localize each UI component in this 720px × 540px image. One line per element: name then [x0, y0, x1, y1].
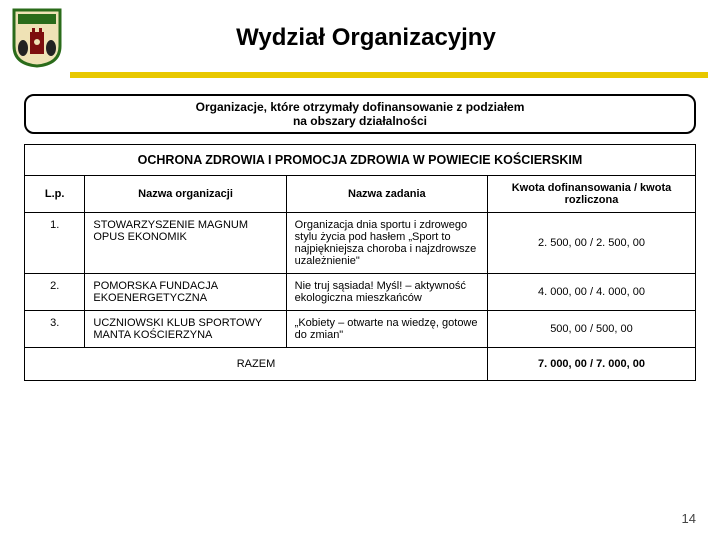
cell-task: „Kobiety – otwarte na wiedzę, gotowe do … — [286, 311, 487, 348]
cell-org: STOWARZYSZENIE MAGNUM OPUS EKONOMIK — [85, 213, 286, 274]
subtitle-box: Organizacje, które otrzymały dofinansowa… — [24, 94, 696, 134]
cell-amount: 4. 000, 00 / 4. 000, 00 — [487, 274, 695, 311]
table-total-row: RAZEM 7. 000, 00 / 7. 000, 00 — [25, 348, 696, 381]
subtitle-line2: na obszary działalności — [34, 114, 686, 128]
col-header-amount: Kwota dofinansowania / kwota rozliczona — [487, 176, 695, 213]
col-header-org: Nazwa organizacji — [85, 176, 286, 213]
total-label: RAZEM — [25, 348, 488, 381]
divider-bar — [70, 72, 708, 78]
cell-org: UCZNIOWSKI KLUB SPORTOWY MANTA KOŚCIERZY… — [85, 311, 286, 348]
subtitle-line1: Organizacje, które otrzymały dofinansowa… — [34, 100, 686, 114]
cell-lp: 3. — [25, 311, 85, 348]
cell-task: Organizacja dnia sportu i zdrowego stylu… — [286, 213, 487, 274]
cell-lp: 2. — [25, 274, 85, 311]
crest-icon — [12, 8, 62, 68]
header: Wydział Organizacyjny — [0, 0, 720, 68]
cell-task: Nie truj sąsiada! Myśl! – aktywność ekol… — [286, 274, 487, 311]
section-header: OCHRONA ZDROWIA I PROMOCJA ZDROWIA W POW… — [24, 144, 696, 175]
col-header-task: Nazwa zadania — [286, 176, 487, 213]
page-title: Wydział Organizacyjny — [74, 24, 708, 52]
table-header-row: L.p. Nazwa organizacji Nazwa zadania Kwo… — [25, 176, 696, 213]
table-row: 3. UCZNIOWSKI KLUB SPORTOWY MANTA KOŚCIE… — [25, 311, 696, 348]
cell-org: POMORSKA FUNDACJA EKOENERGETYCZNA — [85, 274, 286, 311]
data-table: L.p. Nazwa organizacji Nazwa zadania Kwo… — [24, 175, 696, 381]
table-row: 1. STOWARZYSZENIE MAGNUM OPUS EKONOMIK O… — [25, 213, 696, 274]
cell-amount: 500, 00 / 500, 00 — [487, 311, 695, 348]
table-row: 2. POMORSKA FUNDACJA EKOENERGETYCZNA Nie… — [25, 274, 696, 311]
cell-amount: 2. 500, 00 / 2. 500, 00 — [487, 213, 695, 274]
content-area: OCHRONA ZDROWIA I PROMOCJA ZDROWIA W POW… — [0, 144, 720, 381]
cell-lp: 1. — [25, 213, 85, 274]
col-header-lp: L.p. — [25, 176, 85, 213]
total-amount: 7. 000, 00 / 7. 000, 00 — [487, 348, 695, 381]
page-number: 14 — [682, 511, 696, 526]
